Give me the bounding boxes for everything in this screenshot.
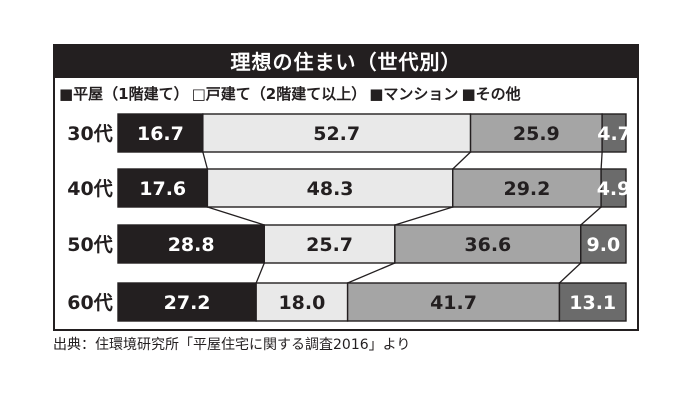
- bar-segment: [600, 168, 627, 208]
- legend-label-other: ■その他: [461, 84, 521, 103]
- data-label: 18.0: [278, 292, 325, 314]
- connector-line: [580, 206, 602, 226]
- connector-line: [347, 262, 396, 284]
- legend: ■平屋（1階建て） □戸建て（2階建て以上） ■マンション ■その他: [59, 80, 635, 106]
- category-label: 40代: [67, 178, 112, 200]
- legend-item-hiraya: ■平屋（1階建て）: [59, 83, 189, 104]
- legend-label-kodate: □戸建て（2階建て以上）: [191, 84, 367, 103]
- data-label: 52.7: [313, 123, 360, 145]
- data-label: 41.7: [430, 292, 477, 314]
- bar-segment: [394, 224, 582, 264]
- data-label: 48.3: [307, 178, 354, 200]
- data-label: 13.1: [569, 292, 616, 314]
- data-label: 16.7: [137, 123, 184, 145]
- connector-line: [202, 151, 209, 170]
- connector-line: [394, 206, 453, 226]
- legend-item-other: ■その他: [461, 83, 520, 104]
- data-label: 9.0: [587, 234, 621, 256]
- bar-segment: [117, 282, 257, 322]
- bar-segment: [117, 113, 204, 153]
- data-label: 25.7: [306, 234, 353, 256]
- legend-label-hiraya: ■平屋（1階建て）: [59, 84, 189, 103]
- connector-line: [559, 262, 582, 284]
- connector-line: [452, 151, 472, 170]
- bar-segment: [580, 224, 627, 264]
- legend-label-mansion: ■マンション: [369, 84, 459, 103]
- bar-segment: [263, 224, 396, 264]
- bar-segment: [558, 282, 627, 322]
- bar-segment: [117, 168, 209, 208]
- data-label: 4.9: [597, 178, 631, 200]
- legend-item-kodate: □戸建て（2階建て以上）: [192, 83, 367, 104]
- source-note: 出典：住環境研究所「平屋住宅に関する調査2016」より: [53, 337, 411, 353]
- data-label: 28.8: [168, 234, 215, 256]
- category-label: 50代: [67, 234, 112, 256]
- bar-segment: [346, 282, 561, 322]
- category-label: 30代: [67, 123, 112, 145]
- data-label: 25.9: [513, 123, 560, 145]
- data-label: 29.2: [503, 178, 550, 200]
- connector-line: [207, 206, 265, 226]
- bar-segment: [452, 168, 602, 208]
- bar-segment: [469, 113, 603, 153]
- data-label: 4.7: [597, 123, 631, 145]
- chart-title: 理想の住まい（世代別）: [55, 46, 637, 78]
- data-label: 27.2: [164, 292, 211, 314]
- bar-segment: [601, 113, 627, 153]
- connector-line: [255, 262, 265, 284]
- data-label: 36.6: [464, 234, 511, 256]
- connector-line: [600, 151, 603, 170]
- legend-item-mansion: ■マンション: [369, 83, 458, 104]
- bar-segment: [206, 168, 454, 208]
- bar-segment: [117, 224, 266, 264]
- category-label: 60代: [67, 292, 112, 314]
- data-label: 17.6: [139, 178, 186, 200]
- bar-segment: [255, 282, 349, 322]
- bar-segment: [202, 113, 472, 153]
